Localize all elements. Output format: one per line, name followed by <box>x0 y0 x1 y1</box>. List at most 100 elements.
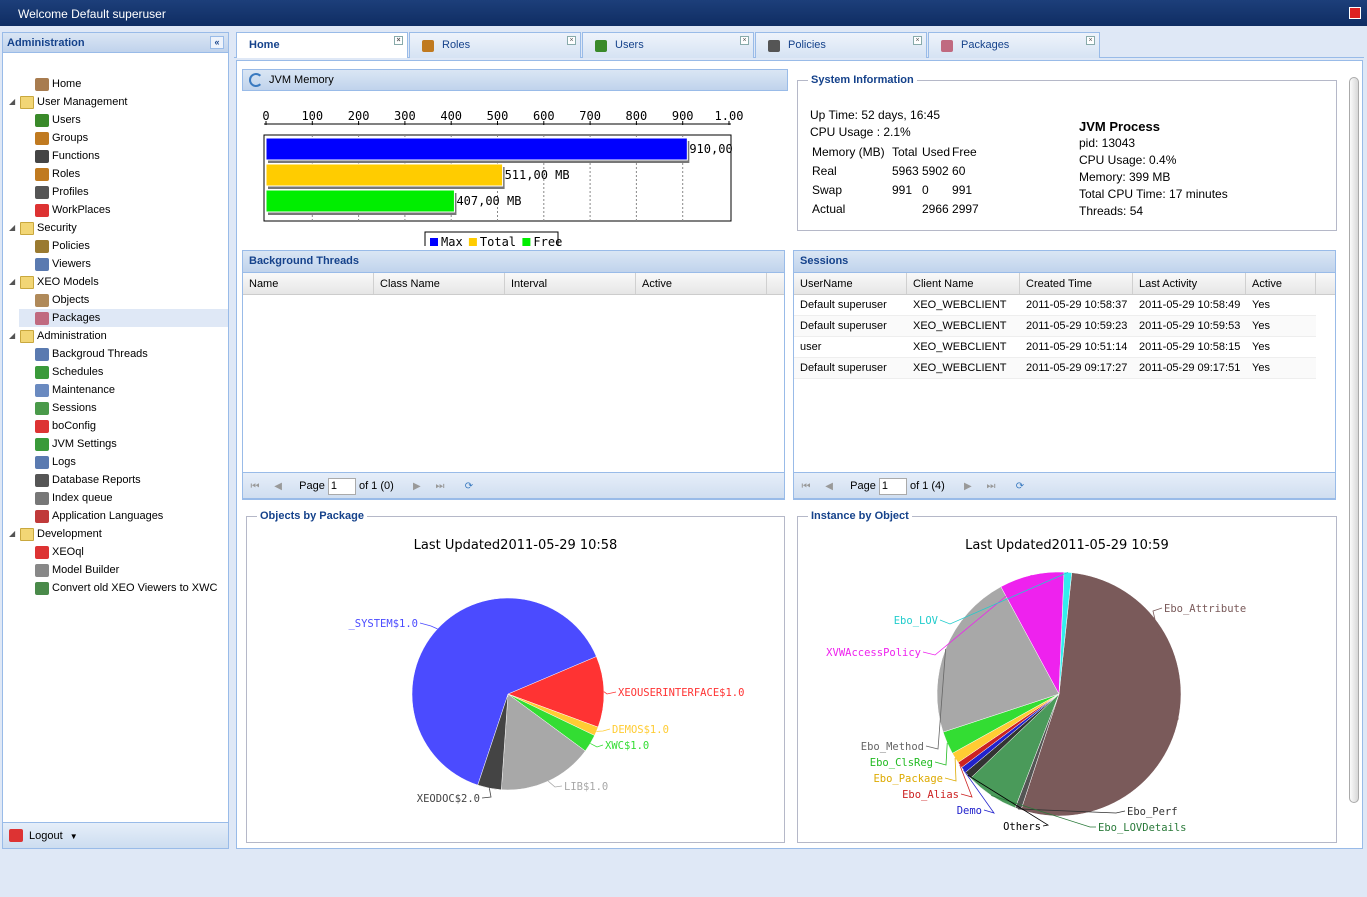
table-cell: XEO_WEBCLIENT <box>913 362 1007 374</box>
expand-toggle-icon[interactable]: ◢ <box>9 277 16 286</box>
first-page-icon[interactable]: ⏮ <box>250 481 260 492</box>
background-threads-grid-header: Name Class Name Interval Active <box>243 273 784 295</box>
sidebar-item-policies[interactable]: Policies <box>19 237 228 255</box>
close-tab-icon[interactable]: × <box>394 36 403 45</box>
next-page-icon[interactable]: ▶ <box>413 481 421 492</box>
sidebar-item-backgroud-threads[interactable]: Backgroud Threads <box>19 345 228 363</box>
xeoql-icon <box>35 545 49 559</box>
close-tab-icon[interactable]: × <box>567 36 576 45</box>
table-cell: 2011-05-29 10:59:53 <box>1139 320 1241 332</box>
sidebar-item-logs[interactable]: Logs <box>19 453 228 471</box>
scrollbar-thumb[interactable] <box>1349 77 1359 803</box>
leader-line <box>963 769 995 814</box>
sidebar-header: Administration « <box>3 33 228 53</box>
expand-toggle-icon[interactable]: ◢ <box>9 223 16 232</box>
sidebar-item-groups[interactable]: Groups <box>19 129 228 147</box>
sidebar-item-model-builder[interactable]: Model Builder <box>19 561 228 579</box>
table-row[interactable]: Default superuser XEO_WEBCLIENT 2011-05-29… <box>794 358 1316 379</box>
chevron-down-icon[interactable]: ▼ <box>69 832 78 841</box>
expand-toggle-icon[interactable]: ◢ <box>9 97 16 106</box>
close-window-icon[interactable] <box>1349 7 1361 19</box>
expand-toggle-icon[interactable]: ◢ <box>9 529 16 538</box>
sidebar-item-functions[interactable]: Functions <box>19 147 228 165</box>
sidebar-item-workplaces[interactable]: WorkPlaces <box>19 201 228 219</box>
last-page-icon[interactable]: ⏭ <box>986 481 996 492</box>
column-header[interactable]: UserName <box>794 273 907 294</box>
table-row[interactable]: Default superuser XEO_WEBCLIENT 2011-05-29… <box>794 316 1316 337</box>
pie-slice <box>411 597 597 786</box>
sidebar-item-label: Security <box>37 222 77 234</box>
refresh-icon[interactable] <box>249 73 263 87</box>
sidebar-item-user-management[interactable]: ◢ User Management <box>9 93 228 111</box>
users-icon <box>595 40 607 52</box>
sidebar-item-sessions[interactable]: Sessions <box>19 399 228 417</box>
sidebar-item-jvm-settings[interactable]: JVM Settings <box>19 435 228 453</box>
sidebar-item-xeo-models[interactable]: ◢ XEO Models <box>9 273 228 291</box>
sidebar-item-xeoql[interactable]: XEOql <box>19 543 228 561</box>
refresh-icon[interactable]: ⟳ <box>1015 481 1025 492</box>
leader-line <box>922 574 1032 656</box>
bar-free <box>265 189 455 213</box>
expand-toggle-icon[interactable]: ◢ <box>9 331 16 340</box>
logout-button[interactable]: Logout <box>29 830 63 842</box>
column-header[interactable]: Active <box>636 273 767 294</box>
process-line: CPU Usage: 0.4% <box>1079 153 1177 167</box>
tab-roles[interactable]: Roles × <box>409 32 581 58</box>
sidebar-item-home[interactable]: Home <box>19 75 228 93</box>
sidebar-item-viewers[interactable]: Viewers <box>19 255 228 273</box>
sidebar-item-profiles[interactable]: Profiles <box>19 183 228 201</box>
column-header[interactable]: Client Name <box>907 273 1020 294</box>
last-page-icon[interactable]: ⏭ <box>435 481 445 492</box>
table-cell: Yes <box>1252 320 1270 332</box>
column-header[interactable]: Created Time <box>1020 273 1133 294</box>
tab-home[interactable]: Home × <box>236 32 408 58</box>
page-count: of 1 (0) <box>358 480 394 492</box>
sidebar-item-administration[interactable]: ◢ Administration <box>9 327 228 345</box>
sidebar-item-users[interactable]: Users <box>19 111 228 129</box>
refresh-icon[interactable]: ⟳ <box>464 481 474 492</box>
sidebar-item-boconfig[interactable]: boConfig <box>19 417 228 435</box>
sidebar-item-security[interactable]: ◢ Security <box>9 219 228 237</box>
close-tab-icon[interactable]: × <box>913 36 922 45</box>
first-page-icon[interactable]: ⏮ <box>801 481 811 492</box>
close-tab-icon[interactable]: × <box>740 36 749 45</box>
sidebar-item-index-queue[interactable]: Index queue <box>19 489 228 507</box>
vertical-scrollbar[interactable] <box>1348 67 1360 897</box>
home-content: JVM Memory 0 100 200 300 400 500 600 700 800 900 1… <box>236 60 1363 849</box>
memory-cell: 2997 <box>952 202 979 216</box>
sidebar-item-development[interactable]: ◢ Development <box>9 525 228 543</box>
sidebar-item-packages[interactable]: Packages <box>19 309 228 327</box>
tab-policies[interactable]: Policies × <box>755 32 927 58</box>
sidebar-item-schedules[interactable]: Schedules <box>19 363 228 381</box>
sidebar-item-convert-old-xeo-viewers-to-xwc[interactable]: Convert old XEO Viewers to XWC <box>19 579 228 597</box>
tick-label: 700 <box>579 109 601 123</box>
system-info-title: System Information <box>808 74 917 86</box>
collapse-icon[interactable]: « <box>210 36 224 49</box>
page-input[interactable] <box>327 477 356 495</box>
process-line: Total CPU Time: 17 minutes <box>1079 187 1228 201</box>
sidebar-item-roles[interactable]: Roles <box>19 165 228 183</box>
sidebar-item-application-languages[interactable]: Application Languages <box>19 507 228 525</box>
prev-page-icon[interactable]: ◀ <box>274 481 282 492</box>
page-input[interactable] <box>878 477 907 495</box>
table-row[interactable]: user XEO_WEBCLIENT 2011-05-29 10:51:14 2011… <box>794 337 1316 358</box>
table-row[interactable]: Default superuser XEO_WEBCLIENT 2011-05-29… <box>794 295 1316 316</box>
background-threads-header: Background Threads <box>243 251 784 273</box>
logout-bar[interactable]: Logout ▼ <box>3 822 228 848</box>
column-header[interactable]: Class Name <box>374 273 505 294</box>
next-page-icon[interactable]: ▶ <box>964 481 972 492</box>
tab-users[interactable]: Users × <box>582 32 754 58</box>
sidebar-item-label: JVM Settings <box>52 438 117 450</box>
tab-packages[interactable]: Packages × <box>928 32 1100 58</box>
sidebar-item-maintenance[interactable]: Maintenance <box>19 381 228 399</box>
close-tab-icon[interactable]: × <box>1086 36 1095 45</box>
column-header[interactable]: Interval <box>505 273 636 294</box>
column-header[interactable]: Name <box>243 273 374 294</box>
bar-max <box>265 137 688 161</box>
column-header[interactable]: Last Activity <box>1133 273 1246 294</box>
sidebar-item-database-reports[interactable]: Database Reports <box>19 471 228 489</box>
legend-label: Max <box>441 235 463 246</box>
column-header[interactable]: Active <box>1246 273 1316 294</box>
prev-page-icon[interactable]: ◀ <box>825 481 833 492</box>
sidebar-item-objects[interactable]: Objects <box>19 291 228 309</box>
